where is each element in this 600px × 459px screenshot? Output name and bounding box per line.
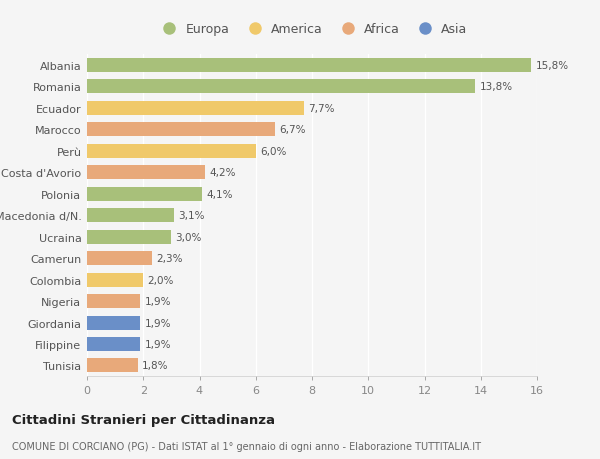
Text: 1,9%: 1,9%: [145, 339, 171, 349]
Text: COMUNE DI CORCIANO (PG) - Dati ISTAT al 1° gennaio di ogni anno - Elaborazione T: COMUNE DI CORCIANO (PG) - Dati ISTAT al …: [12, 441, 481, 451]
Text: 2,3%: 2,3%: [156, 253, 182, 263]
Text: 13,8%: 13,8%: [479, 82, 512, 92]
Bar: [87, 187, 202, 202]
Bar: [87, 59, 532, 73]
Text: 3,1%: 3,1%: [178, 211, 205, 221]
Text: 1,8%: 1,8%: [142, 361, 169, 371]
Bar: [87, 123, 275, 137]
Bar: [87, 145, 256, 158]
Bar: [87, 166, 205, 180]
Text: Cittadini Stranieri per Cittadinanza: Cittadini Stranieri per Cittadinanza: [12, 413, 275, 426]
Bar: [87, 80, 475, 94]
Bar: [87, 295, 140, 308]
Bar: [87, 252, 152, 265]
Text: 6,0%: 6,0%: [260, 146, 286, 157]
Text: 7,7%: 7,7%: [308, 104, 334, 114]
Text: 15,8%: 15,8%: [536, 61, 569, 71]
Bar: [87, 209, 174, 223]
Text: 4,1%: 4,1%: [206, 189, 233, 199]
Bar: [87, 102, 304, 116]
Text: 1,9%: 1,9%: [145, 297, 171, 307]
Bar: [87, 316, 140, 330]
Text: 2,0%: 2,0%: [148, 275, 174, 285]
Bar: [87, 273, 143, 287]
Text: 4,2%: 4,2%: [209, 168, 236, 178]
Bar: [87, 230, 172, 244]
Bar: [87, 359, 137, 373]
Text: 3,0%: 3,0%: [176, 232, 202, 242]
Legend: Europa, America, Africa, Asia: Europa, America, Africa, Asia: [157, 23, 467, 36]
Bar: [87, 337, 140, 351]
Text: 1,9%: 1,9%: [145, 318, 171, 328]
Text: 6,7%: 6,7%: [280, 125, 306, 135]
